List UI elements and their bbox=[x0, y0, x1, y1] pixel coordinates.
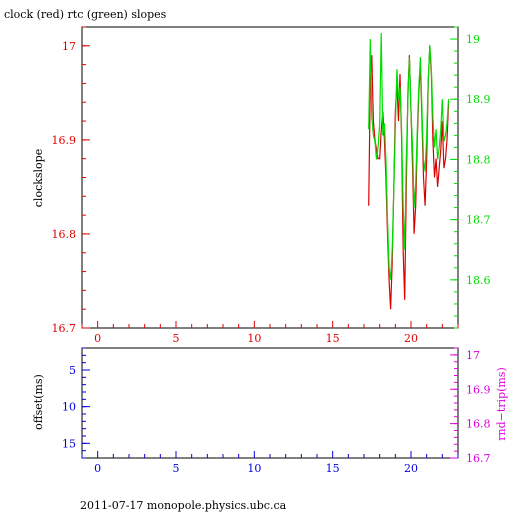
top-right-tick-label: 19 bbox=[466, 33, 480, 46]
top-left-tick-label: 17 bbox=[62, 40, 76, 53]
top-right-tick-label: 18.9 bbox=[466, 93, 491, 106]
bottom-y-axis-label: offset(ms) bbox=[32, 374, 45, 430]
top-panel: 0 5 10 15 20 16.7 16.8 16.9 17 18.6 18.7 18.8 18.9… bbox=[32, 26, 491, 345]
top-left-tick-label: 16.7 bbox=[52, 322, 77, 335]
series-line-rtc bbox=[368, 32, 450, 280]
top-right-tick-label: 18.8 bbox=[466, 153, 491, 166]
bottom-x-axis: 0 5 10 15 20 bbox=[81, 451, 459, 475]
bot-right-tick-label: 16.7 bbox=[466, 452, 491, 465]
bottom-y2-axis: 16.7 16.8 16.9 17 bbox=[450, 347, 491, 465]
top-y-axis-label: clockslope bbox=[32, 149, 45, 207]
top-y2-axis: 18.6 18.7 18.8 18.9 19 bbox=[450, 26, 491, 329]
bot-left-tick-label: 15 bbox=[62, 437, 76, 450]
bot-right-tick-label: 17 bbox=[466, 349, 480, 362]
bot-x-tick-label: 10 bbox=[247, 462, 261, 475]
top-x-tick-label: 20 bbox=[404, 332, 418, 345]
bottom-panel: 0 5 10 15 20 5 10 15 16.7 16.8 16.9 17 offset(ms)… bbox=[32, 347, 508, 475]
top-right-tick-label: 18.6 bbox=[466, 274, 491, 287]
bot-right-tick-label: 16.9 bbox=[466, 383, 491, 396]
footer-caption: 2011-07-17 monopole.physics.ubc.ca bbox=[80, 499, 287, 512]
top-x-tick-label: 15 bbox=[326, 332, 340, 345]
bot-right-tick-label: 16.8 bbox=[466, 418, 491, 431]
bot-x-tick-label: 5 bbox=[173, 462, 180, 475]
bot-x-tick-label: 0 bbox=[94, 462, 101, 475]
chart-title: clock (red) rtc (green) slopes bbox=[4, 8, 167, 21]
bot-x-tick-label: 20 bbox=[404, 462, 418, 475]
top-left-tick-label: 16.9 bbox=[52, 134, 77, 147]
top-x-tick-label: 0 bbox=[94, 332, 101, 345]
bottom-y2-axis-label: rnd−trip(ms) bbox=[495, 367, 508, 441]
bot-left-tick-label: 5 bbox=[69, 364, 76, 377]
bot-left-tick-label: 10 bbox=[62, 401, 76, 414]
top-x-tick-label: 5 bbox=[173, 332, 180, 345]
top-series-group bbox=[368, 32, 450, 310]
bot-x-tick-label: 15 bbox=[326, 462, 340, 475]
top-x-axis: 0 5 10 15 20 bbox=[81, 321, 459, 345]
top-y-axis: 16.7 16.8 16.9 17 bbox=[52, 26, 90, 335]
top-right-tick-label: 18.7 bbox=[466, 214, 491, 227]
bottom-y-axis: 5 10 15 bbox=[62, 347, 90, 459]
top-x-tick-label: 10 bbox=[247, 332, 261, 345]
top-left-tick-label: 16.8 bbox=[52, 228, 77, 241]
bottom-panel-frame bbox=[81, 347, 459, 459]
